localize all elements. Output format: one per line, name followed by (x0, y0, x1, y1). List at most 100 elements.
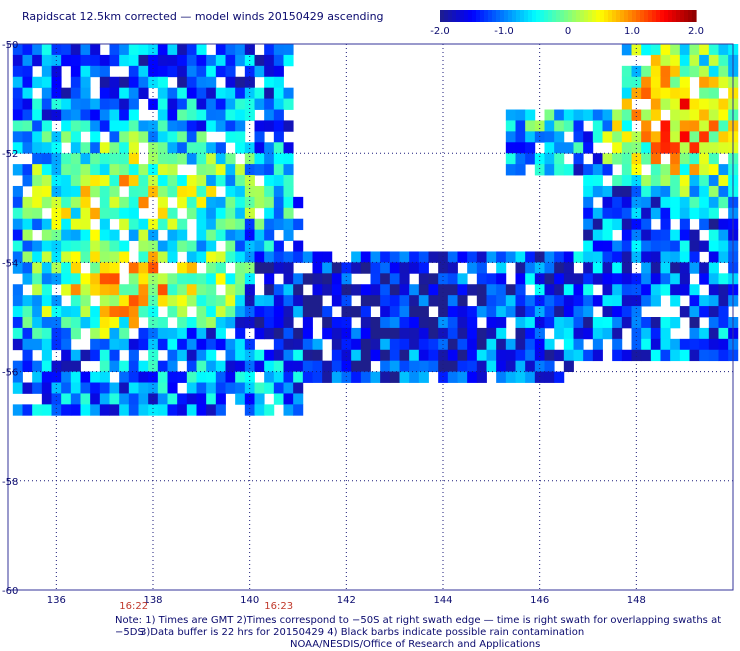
heatmap-cell (138, 338, 149, 351)
heatmap-cell (612, 273, 623, 285)
heatmap-cell (80, 251, 91, 263)
heatmap-cell (612, 196, 623, 209)
heatmap-cell (90, 142, 101, 154)
heatmap-cell (322, 273, 333, 285)
heatmap-cell (660, 65, 671, 78)
heatmap-cell (138, 65, 149, 78)
heatmap-cell (438, 273, 449, 285)
heatmap-cell (254, 306, 265, 318)
heatmap-cell (650, 87, 661, 99)
heatmap-cell (351, 284, 362, 296)
heatmap-cell (486, 251, 497, 263)
heatmap-cell (22, 251, 33, 263)
heatmap-cell (235, 229, 246, 241)
heatmap-cell (109, 338, 120, 351)
heatmap-cell (167, 273, 178, 285)
heatmap-cell (612, 327, 623, 340)
plot-frame (7, 43, 734, 591)
heatmap-cell (621, 229, 632, 241)
heatmap-cell (418, 317, 429, 329)
heatmap-cell (177, 229, 188, 241)
heatmap-cell (264, 65, 275, 78)
colorbar-ticks: -2.0 -1.0 0 1.0 2.0 (430, 26, 704, 37)
colorbar-swatch (556, 10, 561, 22)
heatmap-cell (254, 240, 265, 252)
heatmap-cell (90, 175, 101, 187)
colorbar-swatch (580, 10, 585, 22)
heatmap-cell (128, 349, 139, 362)
heatmap-cell (12, 382, 23, 394)
heatmap-cell (273, 240, 284, 252)
heatmap-cell (70, 295, 81, 307)
heatmap-cell (670, 142, 681, 154)
heatmap-cell (99, 349, 110, 362)
heatmap-cell (138, 164, 149, 176)
heatmap-cell (670, 349, 681, 362)
heatmap-cell (283, 185, 294, 198)
heatmap-cell (476, 360, 487, 372)
heatmap-cell (225, 317, 236, 329)
heatmap-cell (689, 207, 700, 220)
heatmap-cell (235, 164, 246, 176)
heatmap-cell (225, 76, 236, 89)
heatmap-cell (293, 196, 304, 209)
heatmap-cell (244, 349, 255, 362)
heatmap-cell (109, 44, 120, 56)
heatmap-cell (80, 371, 91, 383)
heatmap-cell (99, 251, 110, 263)
heatmap-cell (650, 76, 661, 89)
heatmap-cell (660, 175, 671, 187)
heatmap-cell (235, 338, 246, 351)
heatmap-cell (718, 196, 729, 209)
heatmap-cell (438, 349, 449, 362)
heatmap-cell (215, 360, 226, 372)
heatmap-cell (12, 76, 23, 89)
heatmap-cell (389, 317, 400, 329)
heatmap-cell (273, 371, 284, 383)
heatmap-cell (699, 196, 710, 209)
heatmap-cell (612, 131, 623, 143)
heatmap-cell (128, 295, 139, 307)
heatmap-cell (718, 65, 729, 78)
heatmap-cell (264, 98, 275, 110)
heatmap-cell (573, 120, 584, 132)
heatmap-cell (167, 109, 178, 121)
heatmap-cell (631, 44, 642, 56)
heatmap-cell (515, 262, 526, 274)
heatmap-cell (157, 207, 168, 220)
heatmap-cell (650, 229, 661, 241)
heatmap-cell (244, 284, 255, 296)
heatmap-cell (22, 273, 33, 285)
heatmap-cell (679, 164, 690, 176)
heatmap-cell (689, 240, 700, 252)
colorbar-swatch (656, 10, 661, 22)
heatmap-cell (631, 317, 642, 329)
heatmap-cell (244, 153, 255, 165)
heatmap-cell (157, 371, 168, 383)
colorbar-tick-label: 2.0 (688, 26, 704, 37)
y-tick-label: -60 (2, 586, 18, 597)
heatmap-cell (41, 109, 52, 121)
heatmap-cell (32, 175, 43, 187)
heatmap-cell (225, 240, 236, 252)
heatmap-cell (235, 131, 246, 143)
heatmap-cell (467, 327, 478, 340)
heatmap-cell (447, 317, 458, 329)
heatmap-cell (418, 371, 429, 383)
heatmap-cell (496, 327, 507, 340)
heatmap-cell (457, 327, 468, 340)
heatmap-cell (525, 131, 536, 143)
heatmap-cell (99, 393, 110, 405)
heatmap-cell (51, 185, 62, 198)
heatmap-cell (206, 382, 217, 394)
heatmap-cell (99, 185, 110, 198)
heatmap-cell (264, 273, 275, 285)
heatmap-cell (370, 349, 381, 362)
heatmap-cell (641, 153, 652, 165)
heatmap-cell (128, 284, 139, 296)
heatmap-cell (389, 360, 400, 372)
heatmap-cell (215, 382, 226, 394)
heatmap-cell (90, 327, 101, 340)
heatmap-cell (505, 109, 516, 121)
heatmap-cell (650, 295, 661, 307)
